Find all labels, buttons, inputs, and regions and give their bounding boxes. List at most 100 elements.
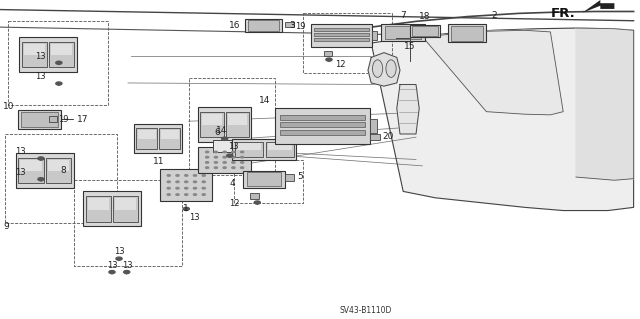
Text: 9: 9	[3, 222, 9, 231]
Bar	[234, 160, 303, 203]
Text: 12: 12	[230, 199, 240, 208]
Bar	[243, 171, 285, 188]
Polygon shape	[326, 60, 332, 62]
Bar	[237, 143, 260, 150]
Bar	[16, 153, 74, 188]
Bar	[232, 139, 296, 160]
Circle shape	[221, 137, 228, 140]
Bar	[86, 196, 111, 222]
Bar	[134, 124, 182, 153]
Circle shape	[124, 271, 130, 274]
Text: 13: 13	[35, 52, 46, 61]
Bar	[46, 158, 71, 183]
Bar	[370, 119, 378, 133]
Circle shape	[185, 188, 188, 189]
Bar	[324, 51, 332, 56]
Bar	[159, 129, 180, 149]
Polygon shape	[255, 203, 260, 205]
Bar	[248, 20, 279, 31]
Circle shape	[254, 201, 260, 204]
Circle shape	[38, 178, 44, 181]
Text: 13: 13	[228, 142, 239, 151]
Bar	[314, 28, 369, 31]
Polygon shape	[109, 272, 115, 275]
Text: FR.: FR.	[551, 7, 576, 20]
Text: 8: 8	[61, 167, 67, 175]
Circle shape	[176, 188, 179, 189]
Text: SV43-B1110D: SV43-B1110D	[339, 306, 392, 315]
Ellipse shape	[386, 60, 396, 77]
Text: 16: 16	[228, 21, 240, 30]
Polygon shape	[38, 159, 44, 161]
Circle shape	[38, 157, 44, 160]
Bar	[314, 38, 369, 41]
Circle shape	[176, 194, 179, 195]
Bar	[8, 21, 108, 105]
Circle shape	[193, 194, 196, 195]
Bar	[280, 115, 365, 120]
Circle shape	[241, 167, 244, 168]
Bar	[115, 198, 136, 210]
Circle shape	[232, 151, 235, 153]
Text: 13: 13	[15, 147, 26, 156]
Bar	[136, 129, 157, 149]
Circle shape	[185, 194, 188, 195]
Text: 10: 10	[3, 102, 15, 111]
Bar	[412, 26, 438, 36]
Circle shape	[176, 175, 179, 176]
Text: 19: 19	[295, 22, 305, 31]
Bar	[88, 198, 109, 210]
Bar	[20, 160, 42, 171]
Circle shape	[56, 61, 62, 64]
Circle shape	[193, 181, 196, 182]
Circle shape	[116, 257, 122, 260]
Circle shape	[167, 188, 170, 189]
Circle shape	[193, 188, 196, 189]
Polygon shape	[397, 85, 419, 134]
Polygon shape	[56, 63, 61, 65]
Circle shape	[56, 82, 62, 85]
Circle shape	[167, 194, 170, 195]
Circle shape	[227, 154, 233, 157]
Circle shape	[214, 167, 218, 168]
Text: 13: 13	[108, 261, 118, 270]
Bar	[18, 110, 61, 129]
Circle shape	[232, 156, 235, 158]
Text: 5: 5	[298, 172, 303, 182]
Polygon shape	[368, 53, 400, 86]
Bar	[228, 114, 247, 125]
Text: 13: 13	[35, 72, 46, 81]
Circle shape	[202, 188, 205, 189]
Circle shape	[223, 151, 226, 153]
Text: 15: 15	[404, 42, 415, 51]
Bar	[74, 180, 182, 266]
Circle shape	[193, 175, 196, 176]
Bar	[49, 116, 57, 122]
Circle shape	[223, 156, 226, 158]
Bar	[381, 24, 425, 41]
Circle shape	[202, 175, 205, 176]
Bar	[19, 37, 77, 72]
Bar	[235, 142, 263, 157]
Bar	[410, 25, 440, 37]
Circle shape	[183, 207, 189, 211]
Bar	[198, 107, 251, 142]
Circle shape	[202, 194, 205, 195]
Text: 18: 18	[419, 12, 431, 21]
Bar	[24, 44, 45, 55]
Text: 1: 1	[184, 204, 189, 213]
Polygon shape	[124, 272, 129, 275]
Text: 14: 14	[259, 96, 270, 105]
Bar	[385, 26, 422, 39]
Bar	[268, 143, 291, 150]
Bar	[245, 19, 282, 32]
Bar	[51, 44, 72, 55]
Circle shape	[176, 181, 179, 182]
Circle shape	[241, 156, 244, 158]
Circle shape	[326, 58, 332, 61]
Polygon shape	[116, 259, 122, 261]
Polygon shape	[576, 28, 634, 180]
Circle shape	[223, 162, 226, 163]
Text: 4: 4	[229, 179, 235, 188]
Text: 19: 19	[58, 115, 68, 124]
